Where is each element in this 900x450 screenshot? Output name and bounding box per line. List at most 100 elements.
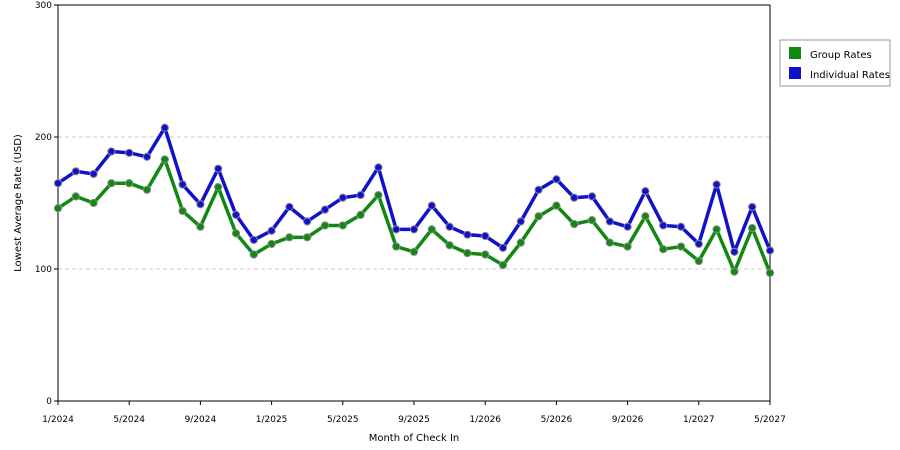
x-tick-label: 5/2026 [541, 415, 573, 425]
data-point-individual-rates [214, 164, 223, 173]
data-point-group-rates [338, 221, 347, 230]
data-point-individual-rates [125, 148, 134, 157]
data-point-individual-rates [498, 243, 508, 252]
x-tick-label: 1/2025 [256, 415, 288, 425]
x-tick-label: 5/2027 [754, 415, 786, 425]
data-point-group-rates [623, 242, 632, 251]
data-point-individual-rates [71, 167, 80, 176]
x-tick-label: 9/2026 [612, 415, 644, 425]
data-point-individual-rates [267, 226, 276, 235]
legend-swatch-individual-rates [789, 67, 801, 79]
x-tick-label: 9/2025 [398, 415, 430, 425]
data-point-group-rates [712, 225, 721, 234]
data-point-group-rates [570, 220, 579, 229]
y-tick-label: 0 [46, 397, 52, 407]
data-point-individual-rates [730, 247, 739, 256]
data-point-individual-rates [356, 190, 365, 200]
data-point-group-rates [178, 206, 187, 216]
x-tick-label: 5/2025 [327, 415, 359, 425]
data-point-individual-rates [694, 239, 703, 249]
data-point-group-rates [196, 222, 205, 231]
data-point-group-rates [587, 216, 597, 225]
data-point-group-rates [605, 238, 614, 247]
data-point-group-rates [89, 198, 98, 208]
x-axis: 1/2024 5/2024 9/2024 1/2025 5/2025 9/2025 1/20… [42, 401, 786, 425]
x-tick-label: 5/2024 [113, 415, 145, 425]
data-point-individual-rates [231, 210, 241, 219]
data-point-individual-rates [89, 169, 98, 179]
data-point-group-rates [659, 245, 668, 254]
data-point-individual-rates [605, 217, 614, 226]
data-point-individual-rates [374, 163, 383, 172]
y-axis: 0 100 200 300 [35, 1, 58, 407]
data-point-individual-rates [107, 147, 116, 156]
data-point-individual-rates [285, 202, 294, 212]
data-point-group-rates [53, 204, 63, 213]
data-point-individual-rates [765, 246, 775, 255]
data-point-individual-rates [587, 192, 597, 201]
data-point-individual-rates [53, 179, 63, 188]
legend-label-group-rates: Group Rates [810, 50, 872, 61]
data-point-individual-rates [392, 225, 401, 234]
y-axis-title: Lowest Average Rate (USD) [13, 134, 24, 272]
data-point-individual-rates [178, 180, 187, 189]
data-point-group-rates [356, 210, 365, 219]
data-point-group-rates [231, 229, 241, 238]
series-layer [53, 123, 775, 278]
data-point-individual-rates [427, 201, 436, 210]
data-point-group-rates [694, 256, 703, 266]
data-point-individual-rates [534, 185, 543, 194]
data-point-individual-rates [676, 222, 686, 231]
data-point-group-rates [552, 201, 561, 210]
legend-swatch-group-rates [789, 47, 801, 59]
x-tick-label: 1/2026 [469, 415, 501, 425]
data-point-individual-rates [196, 200, 205, 209]
data-point-group-rates [267, 239, 276, 249]
data-point-group-rates [71, 192, 80, 201]
data-point-individual-rates [303, 217, 312, 226]
data-point-individual-rates [748, 202, 757, 212]
data-point-group-rates [676, 242, 686, 251]
data-point-group-rates [748, 223, 757, 233]
data-point-individual-rates [249, 235, 258, 245]
data-point-individual-rates [142, 152, 152, 161]
data-point-group-rates [463, 249, 472, 258]
data-point-individual-rates [445, 222, 454, 231]
x-tick-label: 9/2024 [185, 415, 217, 425]
plot-frame [57, 4, 771, 402]
data-point-individual-rates [481, 231, 490, 241]
data-point-group-rates [730, 267, 739, 276]
data-point-group-rates [765, 268, 775, 278]
data-point-group-rates [160, 155, 169, 164]
data-point-individual-rates [463, 230, 472, 239]
data-point-group-rates [641, 212, 650, 221]
data-point-group-rates [534, 212, 543, 221]
data-point-individual-rates [409, 225, 419, 234]
data-point-group-rates [427, 225, 436, 234]
data-point-group-rates [303, 233, 312, 242]
data-point-individual-rates [338, 193, 347, 202]
data-point-group-rates [142, 185, 152, 194]
data-point-individual-rates [516, 217, 525, 226]
data-point-group-rates [409, 247, 419, 256]
data-point-group-rates [392, 242, 401, 251]
data-point-group-rates [516, 238, 525, 247]
legend-label-individual-rates: Individual Rates [810, 70, 890, 81]
data-point-group-rates [125, 179, 134, 188]
data-point-group-rates [107, 179, 116, 188]
data-point-individual-rates [570, 193, 579, 202]
data-point-group-rates [481, 250, 490, 259]
y-tick-label: 300 [35, 1, 52, 11]
data-point-individual-rates [641, 187, 650, 196]
data-point-individual-rates [160, 123, 169, 132]
y-tick-label: 100 [35, 265, 52, 275]
data-point-individual-rates [320, 205, 330, 214]
data-point-group-rates [249, 250, 258, 259]
y-tick-label: 200 [35, 133, 52, 143]
data-point-individual-rates [552, 175, 561, 184]
series-group-rates [53, 155, 775, 278]
data-point-individual-rates [659, 221, 668, 230]
data-point-individual-rates [623, 222, 632, 231]
x-tick-label: 1/2027 [683, 415, 715, 425]
